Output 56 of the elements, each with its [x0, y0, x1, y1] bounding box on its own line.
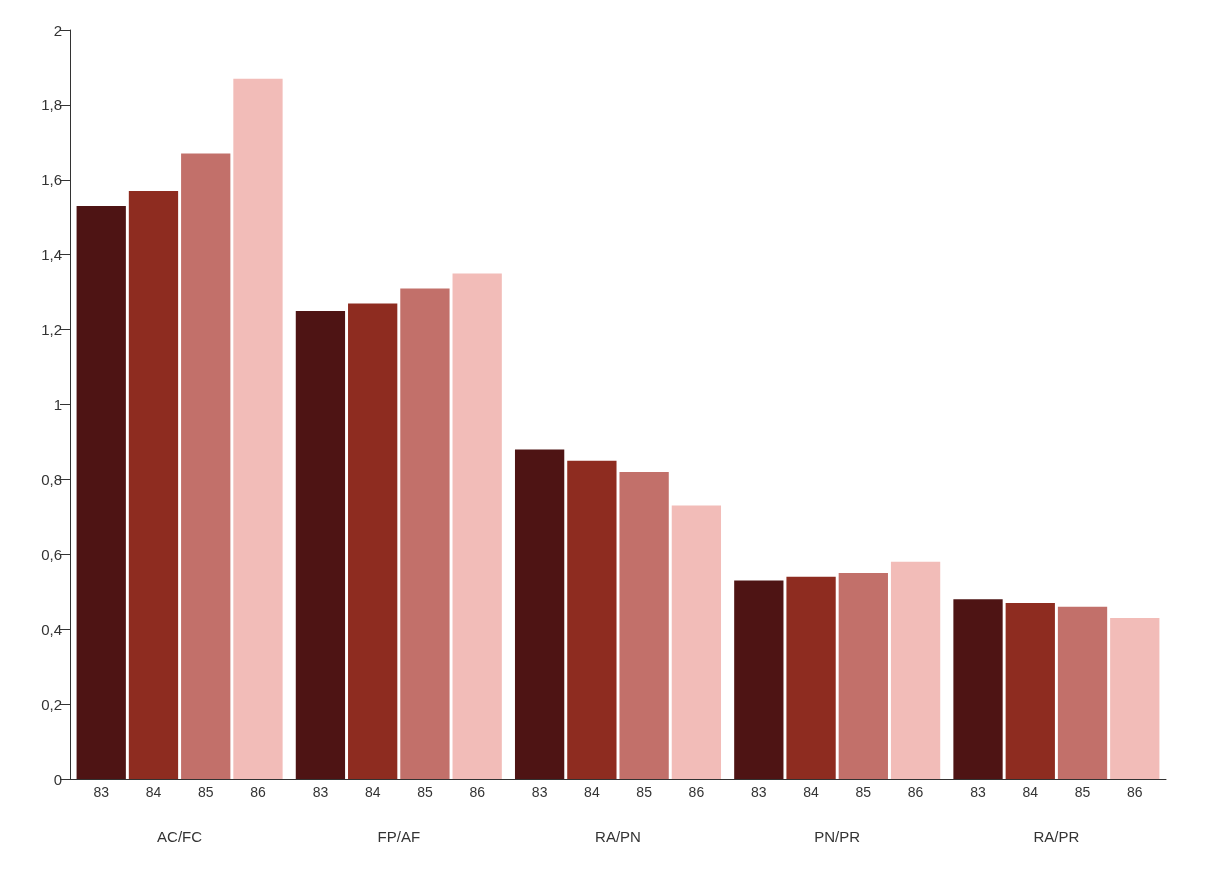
series-label: 86 [250, 784, 266, 800]
x-tick-label: RA/PR [1033, 828, 1080, 845]
y-tick-label: 1,6 [41, 171, 62, 189]
y-tick-label: 0,6 [41, 545, 62, 563]
bar [348, 303, 398, 779]
bar [452, 273, 502, 779]
y-tick-label: 0,4 [41, 620, 62, 638]
x-tick-label: RA/PN [595, 828, 641, 845]
x-tick-label: AC/FC [157, 828, 203, 845]
y-tick-label: 0 [53, 770, 62, 788]
bar [295, 310, 346, 779]
bar [76, 206, 126, 779]
series-label: 85 [197, 784, 214, 800]
bar [838, 573, 888, 779]
y-tick-label: 1,4 [41, 246, 62, 264]
x-tick-label: PN/PR [814, 828, 861, 845]
bar [671, 505, 722, 779]
bar [1110, 617, 1160, 779]
text: 86 [688, 784, 705, 800]
x-tick-label: FP/AF [377, 828, 421, 845]
y-tick-label: 0,8 [41, 470, 62, 488]
text: 83 [312, 784, 329, 800]
text: 86 [1126, 784, 1143, 800]
text: 85 [636, 784, 652, 800]
text: 84 [1022, 784, 1039, 800]
y-tick-label: 1 [53, 396, 62, 413]
bar [514, 449, 565, 779]
bar [953, 599, 1003, 779]
text: 85 [417, 784, 433, 800]
bar [734, 580, 784, 779]
series-label: 83 [93, 784, 110, 800]
bar [567, 460, 617, 779]
text: 84 [803, 784, 819, 800]
text: 83 [751, 784, 767, 800]
text: 85 [1074, 784, 1091, 800]
bar [128, 191, 179, 779]
series-label: 84 [145, 784, 162, 800]
bar [786, 576, 836, 779]
text: 83 [531, 784, 548, 800]
text: 84 [364, 784, 381, 800]
y-tick-label: 2 [53, 21, 62, 39]
text: 86 [907, 784, 924, 800]
bar [1005, 602, 1055, 779]
bar [233, 78, 283, 779]
text: 86 [469, 784, 485, 800]
bar [400, 288, 450, 779]
y-tick-label: 0,2 [41, 695, 62, 713]
y-tick-label: 1,8 [41, 96, 62, 114]
bar [1057, 606, 1108, 779]
text: 84 [584, 784, 600, 800]
bar [181, 153, 231, 779]
bar [890, 561, 941, 779]
text: 83 [970, 784, 986, 800]
y-tick-label: 1,2 [41, 321, 62, 339]
bar [619, 471, 669, 779]
text: 85 [855, 784, 872, 800]
